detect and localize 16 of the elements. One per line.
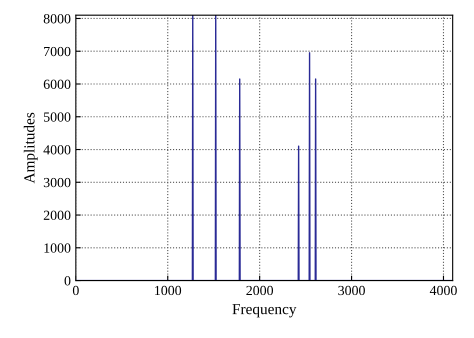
x-tick-label: 3000 <box>338 286 365 296</box>
y-axis-title: Amplitudes <box>24 112 38 184</box>
x-tick-label: 1000 <box>155 286 182 296</box>
y-tick-label: 6000 <box>44 80 70 89</box>
y-tick-label: 3000 <box>44 178 70 188</box>
x-tick-label: 4000 <box>430 286 457 296</box>
y-tick-label: 4000 <box>43 145 70 154</box>
y-tick-label: 0 <box>64 276 70 286</box>
y-tick-label: 5000 <box>44 112 70 122</box>
x-tick-label: 0 <box>72 286 79 296</box>
y-tick-label: 2000 <box>44 210 70 220</box>
y-tick-label: 7000 <box>44 46 70 56</box>
y-tick-label: 1000 <box>44 243 70 253</box>
y-tick-label: 8000 <box>44 14 70 24</box>
x-axis-title: Frequency <box>232 304 296 318</box>
x-tick-label: 2000 <box>246 286 274 296</box>
